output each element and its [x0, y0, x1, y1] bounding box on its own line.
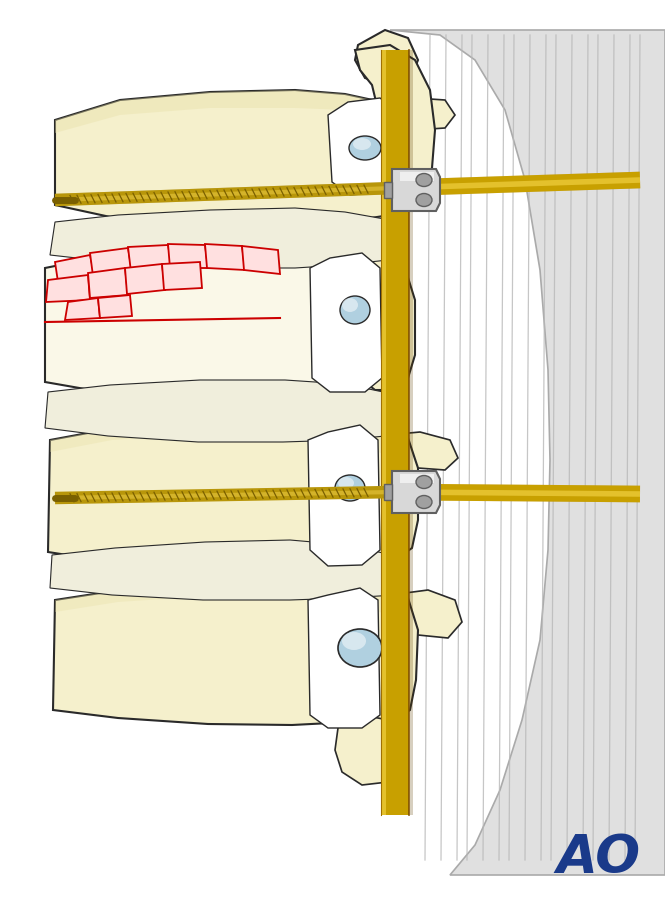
Polygon shape: [205, 244, 245, 270]
Polygon shape: [400, 474, 434, 483]
Text: AO: AO: [556, 832, 640, 884]
Polygon shape: [384, 182, 392, 198]
Bar: [382, 50, 386, 815]
Polygon shape: [348, 252, 415, 390]
Polygon shape: [45, 380, 400, 442]
Polygon shape: [392, 169, 440, 211]
Ellipse shape: [416, 173, 432, 187]
Polygon shape: [390, 590, 462, 638]
Polygon shape: [355, 45, 435, 192]
Polygon shape: [50, 420, 400, 462]
Polygon shape: [46, 275, 90, 302]
Ellipse shape: [340, 296, 370, 324]
Bar: [381, 50, 409, 815]
Polygon shape: [90, 248, 132, 276]
Ellipse shape: [416, 476, 432, 489]
Ellipse shape: [353, 138, 371, 150]
Polygon shape: [55, 90, 395, 133]
Polygon shape: [168, 244, 208, 268]
Ellipse shape: [338, 629, 382, 667]
Polygon shape: [162, 262, 202, 290]
Ellipse shape: [342, 298, 358, 312]
Ellipse shape: [349, 136, 381, 160]
Polygon shape: [55, 580, 402, 622]
Ellipse shape: [342, 632, 366, 650]
Polygon shape: [53, 580, 402, 725]
Polygon shape: [355, 30, 418, 85]
Polygon shape: [384, 484, 392, 500]
Polygon shape: [308, 425, 380, 566]
Polygon shape: [338, 548, 398, 608]
Polygon shape: [45, 247, 398, 398]
Polygon shape: [125, 264, 165, 294]
Polygon shape: [390, 30, 665, 875]
Polygon shape: [50, 208, 398, 268]
Polygon shape: [128, 245, 172, 272]
Polygon shape: [342, 582, 418, 724]
Polygon shape: [48, 420, 400, 568]
Ellipse shape: [416, 496, 432, 508]
Polygon shape: [400, 172, 434, 181]
Ellipse shape: [416, 193, 432, 207]
Polygon shape: [98, 295, 132, 318]
Polygon shape: [392, 471, 440, 513]
Polygon shape: [308, 588, 380, 728]
Polygon shape: [65, 298, 100, 320]
Polygon shape: [55, 255, 95, 282]
Polygon shape: [55, 90, 395, 225]
Polygon shape: [50, 540, 402, 600]
Polygon shape: [382, 98, 455, 130]
Polygon shape: [242, 246, 280, 274]
Polygon shape: [310, 253, 382, 392]
Polygon shape: [88, 268, 128, 298]
Polygon shape: [328, 98, 398, 195]
Text: #1a3a8a: #1a3a8a: [600, 857, 606, 858]
Polygon shape: [345, 422, 418, 562]
Ellipse shape: [338, 477, 354, 489]
Polygon shape: [335, 712, 408, 785]
Polygon shape: [410, 50, 413, 815]
Polygon shape: [388, 432, 458, 470]
Ellipse shape: [335, 475, 365, 501]
